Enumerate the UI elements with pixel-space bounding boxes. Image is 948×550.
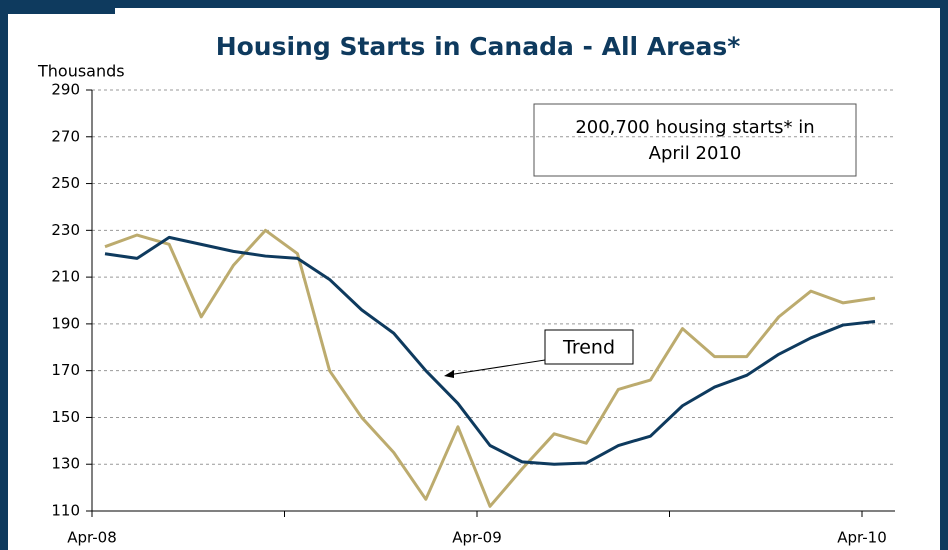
annotation: April 2010 [649, 143, 742, 164]
x-tick-label: Apr-08 [67, 529, 117, 547]
y-tick-label: 190 [51, 314, 80, 332]
series-line [104, 228, 876, 508]
y-axis-label: Thousands [37, 62, 125, 81]
callout-arrow [447, 359, 546, 376]
annotation: 200,700 housing starts* in [575, 117, 814, 138]
legend-label: Trend [562, 337, 615, 359]
chart-title: Housing Starts in Canada - All Areas* [216, 32, 741, 61]
y-tick-label: 150 [51, 408, 80, 426]
y-tick-label: 270 [51, 127, 80, 145]
y-tick-label: 110 [51, 502, 80, 520]
x-tick-label: Apr-09 [452, 529, 502, 547]
series-line [104, 235, 876, 466]
y-tick-label: 290 [51, 81, 80, 99]
callout-arrowhead [444, 370, 454, 378]
x-tick-label: Apr-10 [837, 529, 887, 547]
callout-box [544, 329, 634, 365]
annotation-box [533, 103, 857, 177]
y-tick-label: 170 [51, 361, 80, 379]
tab [0, 0, 115, 14]
y-tick-label: 230 [51, 221, 80, 239]
y-tick-label: 250 [51, 174, 80, 192]
y-tick-label: 210 [51, 268, 80, 286]
y-tick-label: 130 [51, 455, 80, 473]
